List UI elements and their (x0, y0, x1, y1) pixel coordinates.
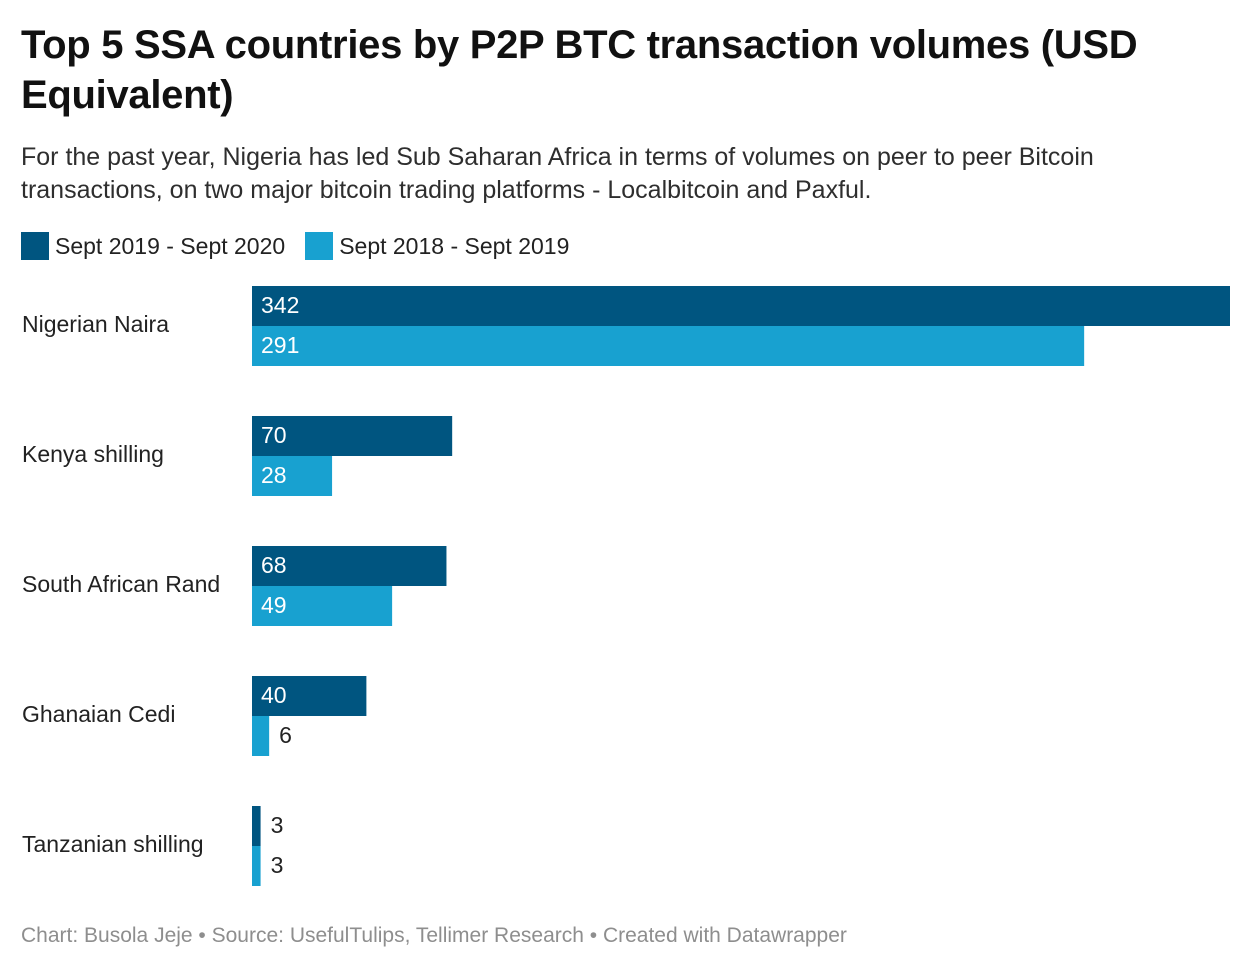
bar (252, 676, 367, 716)
category-label: South African Rand (22, 571, 220, 597)
bar (252, 716, 270, 756)
bar-group: Kenya shilling 70 28 (22, 416, 453, 496)
category-label: Nigerian Naira (22, 311, 169, 337)
legend-swatch-series-1 (21, 232, 49, 260)
data-label: 3 (271, 852, 284, 878)
chart-footer: Chart: Busola Jeje • Source: UsefulTulip… (21, 924, 847, 947)
legend-swatch-series-2 (305, 232, 334, 260)
data-label: 3 (271, 812, 284, 838)
bar (252, 806, 261, 846)
legend-item-series-2: Sept 2018 - Sept 2019 (305, 232, 569, 260)
legend-label-series-2: Sept 2018 - Sept 2019 (339, 232, 570, 259)
bar (252, 586, 393, 626)
chart-title: Top 5 SSA countries by P2P BTC transacti… (21, 23, 1138, 117)
bar-group: South African Rand 68 49 (22, 546, 447, 626)
category-label: Kenya shilling (22, 441, 164, 467)
data-label: 70 (261, 422, 287, 448)
bar (252, 846, 261, 886)
legend-label-series-1: Sept 2019 - Sept 2020 (55, 232, 286, 259)
data-label: 68 (261, 552, 287, 578)
category-label: Ghanaian Cedi (22, 701, 175, 727)
bar (252, 416, 453, 456)
bar (252, 326, 1085, 366)
data-label: 28 (261, 462, 287, 488)
bar (252, 286, 1230, 326)
data-label: 40 (261, 682, 287, 708)
bar-group: Tanzanian shilling 3 3 (22, 806, 283, 886)
bar-group: Nigerian Naira 342 291 (22, 286, 1230, 366)
data-label: 291 (261, 332, 299, 358)
bar-chart: Nigerian Naira 342 291 Kenya shilling 70 28 So… (22, 286, 1230, 886)
chart-subtitle: For the past year, Nigeria has led Sub S… (21, 143, 1094, 204)
bar (252, 456, 333, 496)
data-label: 49 (261, 592, 287, 618)
bar-group: Ghanaian Cedi 40 6 (22, 676, 367, 756)
legend: Sept 2019 - Sept 2020 Sept 2018 - Sept 2… (21, 230, 589, 262)
legend-item-series-1: Sept 2019 - Sept 2020 (21, 232, 285, 260)
bar (252, 546, 447, 586)
data-label: 342 (261, 292, 299, 318)
data-label: 6 (279, 722, 292, 748)
category-label: Tanzanian shilling (22, 831, 204, 857)
